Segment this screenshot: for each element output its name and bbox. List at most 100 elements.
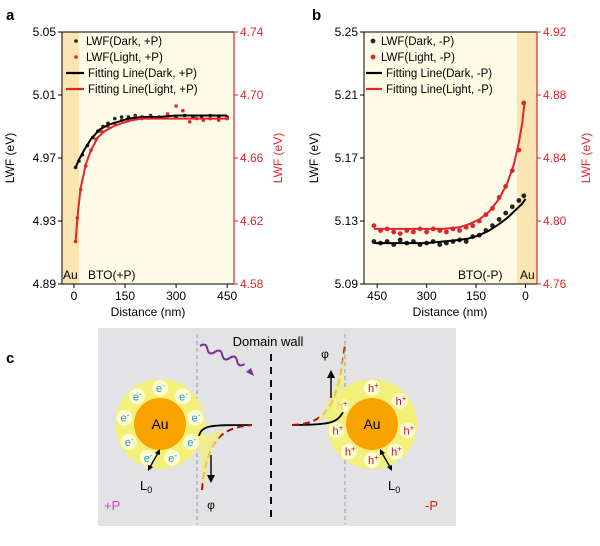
chart-b-point-s0-22	[516, 198, 522, 203]
left-carriers-bubble-6	[139, 449, 156, 466]
chart-a-ylabel-right: LWF (eV)	[271, 133, 285, 183]
left-l0-label: L0	[140, 478, 152, 495]
chart-a-ytick-left-label-2: 4.97	[33, 151, 57, 165]
right-carriers-bubble-4	[364, 452, 380, 468]
legend-b-fit-dark-label: Fitting Line(Dark, -P)	[386, 68, 492, 80]
legend-a-dark-marker	[74, 39, 78, 43]
left-l0: L0	[140, 449, 160, 495]
chart-b-point-s1-4	[397, 231, 403, 237]
right-carriers-bubble-6	[328, 422, 345, 439]
left-carriers-carrier-5: e-	[168, 451, 177, 465]
chart-b-point-s1-13	[457, 228, 462, 233]
chart-b-au-band	[517, 32, 537, 284]
right-phi-label: φ	[321, 347, 329, 361]
chart-a-ytick-right-label-2: 4.66	[240, 151, 264, 165]
chart-a-legend: LWF(Dark, +P) LWF(Light, +P) Fitting Lin…	[66, 36, 198, 96]
chart-a-background	[62, 32, 234, 284]
chart-b-region-bto: BTO(-P)	[458, 268, 502, 282]
chart-b-point-s0-23	[521, 193, 527, 199]
left-carriers-bubble-7	[120, 434, 137, 450]
chart-a-au-band	[62, 32, 79, 284]
chart-b-ytick-left-label-0: 5.09	[335, 277, 359, 291]
minus-p-label: -P	[425, 498, 438, 513]
chart-a-ytick-right-label-3: 4.70	[240, 88, 264, 102]
right-carriers-bubble-2	[399, 422, 416, 439]
chart-b-ticks: 450 300 150 0 5.09 5.13 5.17 5.21 5.25 4.76 4.80 4.…	[335, 25, 567, 303]
legend-a-dark-label: LWF(Dark, +P)	[86, 36, 162, 48]
legend-a-fit-dark-label: Fitting Line(Dark, +P)	[88, 68, 197, 80]
chart-b-ytick-right-label-1: 4.80	[543, 214, 567, 228]
chart-b-ytick-right-label-3: 4.88	[543, 88, 567, 102]
legend-a-fit-light-label: Fitting Line(Light, +P)	[88, 84, 198, 96]
chart-b-point-s0-20	[503, 210, 509, 216]
chart-b-fit-line-2	[373, 198, 527, 245]
right-carriers-bubble-3	[387, 443, 404, 460]
right-au-core	[346, 398, 398, 450]
chart-a-ytick-right-label-4: 4.74	[240, 25, 264, 39]
left-band-bending: φ	[198, 424, 253, 512]
chart-a-region-bto: BTO(+P)	[88, 268, 135, 282]
chart-a-xlabel: Distance (nm)	[111, 305, 186, 319]
chart-b-ytick-right-label-0: 4.76	[543, 277, 567, 291]
chart-b-point-s0-14	[463, 239, 469, 244]
chart-a-fit-line-2	[74, 114, 228, 168]
chart-a-ylabel-left: LWF (eV)	[3, 133, 17, 183]
chart-b-ytick-left-label-4: 5.25	[335, 25, 359, 39]
chart-b-xtick-label-1: 300	[417, 289, 437, 303]
chart-b-ylabel-right: LWF (eV)	[579, 133, 593, 183]
right-carriers: h+h+h+h+h+h+h+h+	[328, 380, 416, 468]
left-carriers-carrier-2: e-	[179, 389, 188, 403]
left-carriers-bubble-3	[187, 409, 204, 426]
panel-a-label: a	[6, 7, 15, 24]
chart-b-point-s0-19	[496, 217, 502, 222]
chart-a-xtick-label-1: 150	[115, 289, 135, 303]
chart-a-point-s1-17	[181, 108, 185, 113]
left-au-label: Au	[151, 416, 168, 432]
chart-b-point-s0-4	[397, 237, 403, 243]
left-carriers-carrier-4: e-	[187, 435, 196, 449]
panel-b-label: b	[312, 7, 321, 24]
left-carriers: e-e-e-e-e-e-e-e-e-	[116, 380, 204, 466]
chart-b-point-s0-21	[509, 204, 515, 210]
left-carriers-carrier-1: e-	[156, 381, 165, 395]
chart-b-point-s1-0	[371, 223, 377, 229]
chart-b-ytick-left-label-2: 5.17	[335, 151, 359, 165]
chart-b-xtick-label-2: 150	[466, 289, 486, 303]
right-l0: L0	[380, 449, 400, 495]
chart-a-point-s1-15	[165, 112, 170, 116]
chart-a: 0 150 300 450 4.89 4.93 4.97 5.01 5.05 4.58 4.62 4.…	[3, 25, 285, 319]
chart-b-ytick-left-label-3: 5.21	[335, 88, 359, 102]
chart-b-ylabel-left: LWF (eV)	[307, 133, 321, 183]
right-carriers-bubble-5	[340, 443, 357, 460]
chart-b-ytick-left-label-1: 5.13	[335, 214, 359, 228]
panel-c-label: c	[6, 350, 14, 367]
chart-a-ytick-left-label-3: 5.01	[33, 88, 57, 102]
chart-b-point-s1-6	[411, 229, 416, 235]
chart-a-point-s1-16	[174, 104, 178, 108]
left-carriers-bubble-8	[116, 409, 133, 426]
right-carriers-carrier-4: h+	[368, 453, 379, 467]
left-carriers-bubble-0	[128, 388, 145, 405]
chart-b-point-s1-3	[391, 229, 397, 235]
chart-a-fit-line-3	[74, 117, 228, 242]
chart-a-ytick-left-label-1: 4.93	[33, 214, 57, 228]
legend-b-dark-label: LWF(Dark, -P)	[381, 36, 454, 48]
chart-b-xtick-label-3: 0	[522, 289, 529, 303]
chart-b-point-s1-8	[424, 229, 429, 235]
schematic: Domain wall Au e-e-e-e-e-e-e-e-e- L0 +P	[98, 328, 456, 526]
light-wave-icon	[199, 343, 254, 376]
chart-b-point-s0-10	[437, 242, 443, 248]
chart-a-region-au: Au	[63, 268, 78, 282]
left-carriers-carrier-0: e-	[133, 389, 142, 403]
chart-a-xtick-label-0: 0	[71, 289, 78, 303]
chart-a-xtick-label-2: 300	[166, 289, 186, 303]
chart-a-marks	[73, 104, 229, 244]
left-phi-label: φ	[207, 498, 215, 512]
chart-b-region-au: Au	[520, 268, 535, 282]
chart-b: 450 300 150 0 5.09 5.13 5.17 5.21 5.25 4.76 4.80 4.…	[307, 25, 593, 319]
left-carriers-bubble-1	[152, 380, 168, 396]
left-carriers-carrier-6: e-	[144, 451, 153, 465]
chart-b-ytick-right-label-4: 4.92	[543, 25, 567, 39]
chart-b-point-s1-11	[444, 229, 449, 235]
